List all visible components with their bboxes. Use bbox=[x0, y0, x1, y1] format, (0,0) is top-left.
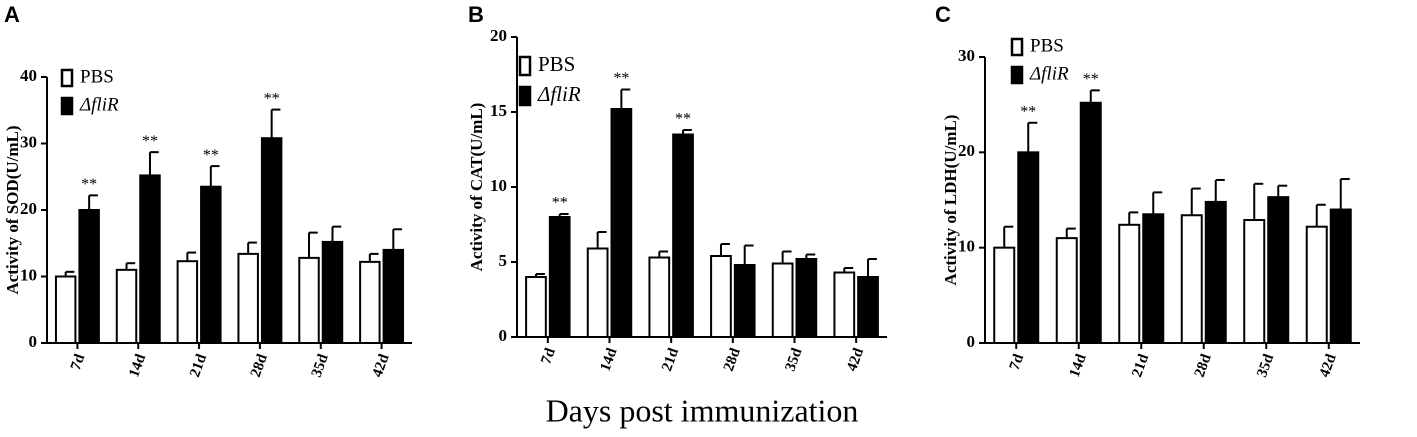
panel-label: C bbox=[935, 2, 951, 27]
x-tick-label: 14d bbox=[126, 351, 149, 379]
y-tick-label: 10 bbox=[958, 237, 975, 256]
panel-label: B bbox=[468, 2, 484, 27]
x-tick-label: 7d bbox=[538, 345, 559, 366]
bar bbox=[795, 258, 818, 338]
bar bbox=[610, 108, 633, 338]
y-tick-label: 5 bbox=[499, 251, 508, 270]
bar bbox=[298, 256, 320, 345]
x-tick-label: 7d bbox=[1007, 351, 1028, 372]
bar bbox=[993, 246, 1016, 345]
significance-label: ** bbox=[1083, 71, 1099, 88]
significance-label: ** bbox=[264, 90, 280, 107]
bar bbox=[78, 209, 100, 344]
significance-label: ** bbox=[203, 147, 219, 164]
legend-label: ΔfliR bbox=[537, 82, 581, 106]
x-tick-label: 42d bbox=[370, 351, 393, 379]
legend-swatch bbox=[60, 68, 74, 88]
bar bbox=[382, 248, 405, 344]
x-tick-label: 35d bbox=[1254, 351, 1277, 379]
significance-label: ** bbox=[552, 195, 568, 212]
significance-label: ** bbox=[675, 111, 691, 128]
bar bbox=[586, 247, 609, 338]
x-tick-label: 35d bbox=[782, 345, 805, 373]
bar bbox=[115, 268, 138, 345]
bar bbox=[1243, 219, 1266, 345]
bar bbox=[525, 276, 547, 338]
x-tick-label: 28d bbox=[721, 345, 744, 373]
x-tick-label: 35d bbox=[309, 351, 332, 379]
bar bbox=[1079, 101, 1102, 345]
y-axis-label: Activity of CAT(U/mL) bbox=[467, 103, 486, 272]
bar bbox=[771, 262, 794, 338]
legend-swatch bbox=[60, 96, 74, 116]
y-tick-label: 30 bbox=[20, 132, 37, 151]
y-tick-label: 30 bbox=[958, 46, 975, 65]
bar bbox=[672, 133, 694, 338]
x-tick-label: 28d bbox=[1192, 351, 1215, 379]
x-tick-label: 14d bbox=[597, 345, 620, 373]
y-tick-label: 10 bbox=[20, 265, 37, 284]
bar bbox=[710, 255, 732, 338]
x-axis-label: Days post immunization bbox=[546, 392, 859, 428]
x-tick-label: 21d bbox=[1129, 351, 1152, 379]
bar bbox=[857, 276, 879, 338]
legend-label: PBS bbox=[538, 52, 575, 76]
y-axis-label: Activity of LDH(U/mL) bbox=[941, 115, 960, 286]
bar bbox=[54, 275, 77, 344]
bar bbox=[733, 264, 756, 338]
x-tick-label: 42d bbox=[1317, 351, 1340, 379]
bar bbox=[833, 271, 856, 338]
bar bbox=[648, 256, 671, 338]
bar bbox=[1329, 208, 1352, 344]
panel-label: A bbox=[4, 2, 20, 27]
legend-label: ΔfliR bbox=[1029, 63, 1069, 84]
bar bbox=[1055, 237, 1078, 344]
legend-swatch bbox=[518, 85, 532, 107]
legend-label: PBS bbox=[80, 66, 114, 87]
bar bbox=[200, 185, 222, 344]
y-tick-label: 40 bbox=[20, 66, 37, 85]
legend-label: ΔfliR bbox=[79, 94, 119, 115]
y-tick-label: 10 bbox=[490, 176, 507, 195]
legend-swatch bbox=[1010, 65, 1024, 85]
bar bbox=[1267, 196, 1290, 344]
x-tick-label: 28d bbox=[248, 351, 271, 379]
y-axis-label: Activity of SOD(U/mL) bbox=[3, 125, 22, 294]
significance-label: ** bbox=[613, 70, 629, 87]
x-tick-label: 42d bbox=[844, 345, 867, 373]
bar bbox=[237, 252, 259, 344]
bar bbox=[548, 216, 571, 338]
x-tick-label: 14d bbox=[1067, 351, 1090, 379]
x-tick-label: 21d bbox=[659, 345, 682, 373]
bar bbox=[359, 260, 381, 344]
significance-label: ** bbox=[81, 176, 97, 193]
y-tick-label: 20 bbox=[490, 26, 507, 45]
bar bbox=[321, 240, 344, 344]
y-tick-label: 20 bbox=[958, 141, 975, 160]
y-tick-label: 20 bbox=[20, 199, 37, 218]
bar bbox=[139, 174, 161, 344]
bar bbox=[1180, 214, 1203, 344]
legend-swatch bbox=[1010, 37, 1024, 57]
legend-swatch bbox=[518, 55, 532, 77]
bar bbox=[1142, 213, 1165, 344]
bar bbox=[1204, 200, 1227, 344]
y-tick-label: 0 bbox=[967, 332, 976, 351]
x-tick-label: 21d bbox=[187, 351, 210, 379]
y-tick-label: 0 bbox=[29, 332, 38, 351]
legend-label: PBS bbox=[1030, 35, 1064, 56]
y-tick-label: 0 bbox=[499, 326, 508, 345]
bar bbox=[1305, 225, 1328, 344]
bar bbox=[1118, 223, 1141, 344]
y-tick-label: 15 bbox=[490, 101, 507, 120]
significance-label: ** bbox=[142, 133, 158, 150]
bar bbox=[260, 137, 283, 344]
x-tick-label: 7d bbox=[68, 351, 89, 372]
significance-label: ** bbox=[1020, 103, 1036, 120]
bar bbox=[1017, 151, 1040, 344]
bar bbox=[176, 260, 199, 344]
